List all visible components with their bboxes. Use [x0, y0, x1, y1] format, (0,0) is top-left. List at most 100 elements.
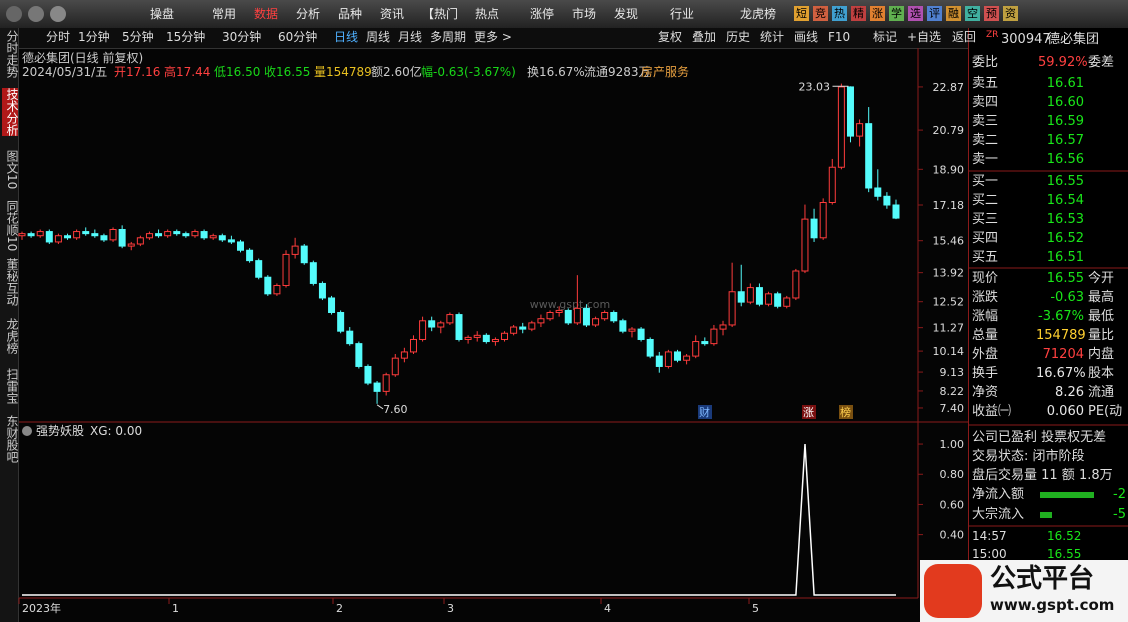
sidebar-tab[interactable]: 图文10: [5, 150, 19, 190]
badge[interactable]: 空: [965, 6, 980, 21]
candle-body: [237, 241, 244, 251]
period-tab[interactable]: 5分钟: [122, 30, 154, 44]
period-tab[interactable]: 1分钟: [78, 30, 110, 44]
candle-body: [36, 231, 44, 237]
candle-body: [446, 314, 454, 324]
badge[interactable]: 融: [946, 6, 961, 21]
candle-body: [273, 285, 281, 295]
x-tick-label: 3: [447, 602, 454, 615]
candle-body: [309, 262, 317, 284]
sidebar-tab[interactable]: 董秘互动: [5, 258, 19, 306]
logo-text: 公式平台: [990, 564, 1095, 594]
menu-item[interactable]: 龙虎榜: [740, 7, 777, 21]
tool-tab[interactable]: +自选: [907, 30, 942, 44]
badge[interactable]: 竞: [813, 6, 828, 21]
label: 卖一: [972, 152, 999, 167]
candle-body: [200, 231, 208, 239]
candle-body: [109, 228, 117, 241]
badge[interactable]: 精: [851, 6, 866, 21]
candle-body: [209, 235, 217, 239]
period-tab[interactable]: 日线: [334, 30, 359, 44]
info-item: 高17.44: [164, 65, 211, 79]
candle-body: [619, 320, 627, 332]
label: 买三: [972, 212, 999, 227]
period-tab[interactable]: 月线: [398, 30, 423, 44]
tool-tab[interactable]: 标记: [873, 30, 898, 44]
menu-item[interactable]: 资讯: [380, 7, 405, 21]
menu-item[interactable]: 品种: [338, 7, 363, 21]
sidebar-tab[interactable]: 东财股吧: [5, 415, 19, 463]
menu-item[interactable]: 热点: [475, 7, 500, 21]
period-tab[interactable]: 更多 >: [474, 30, 512, 44]
menu-item[interactable]: 操盘: [150, 7, 175, 21]
candle-body: [564, 309, 572, 324]
tool-tab[interactable]: 叠加: [692, 30, 717, 44]
label: 外盘: [972, 347, 999, 362]
menu-item[interactable]: 行业: [670, 7, 695, 21]
candle-body: [828, 166, 836, 204]
period-tab[interactable]: 15分钟: [166, 30, 206, 44]
tool-tab[interactable]: 返回: [952, 30, 977, 44]
badge[interactable]: 学: [889, 6, 904, 21]
candle-body: [164, 231, 172, 237]
period-tab[interactable]: 周线: [366, 30, 391, 44]
sidebar-tab[interactable]: 扫雷宝: [5, 368, 19, 404]
value: 16.51: [1046, 250, 1084, 265]
info-item: 流通9283万: [584, 65, 651, 79]
candle-body: [510, 326, 518, 334]
sidebar-tab[interactable]: 同花顺10: [5, 200, 19, 252]
badge[interactable]: 涨: [870, 6, 885, 21]
candle-body: [810, 218, 818, 239]
label: 净流入额: [972, 487, 1025, 502]
label: 内盘: [1088, 347, 1115, 362]
badge[interactable]: 热: [832, 6, 847, 21]
badge[interactable]: 资: [1003, 6, 1018, 21]
badge[interactable]: 预: [984, 6, 999, 21]
period-tab[interactable]: 多周期: [430, 30, 467, 44]
value: 59.92%: [1038, 55, 1088, 70]
y-tick-label: 12.52: [933, 296, 965, 309]
tool-tab[interactable]: 画线: [794, 30, 819, 44]
menu-item[interactable]: 发现: [614, 7, 639, 21]
indicator-title: 强势妖股: [36, 424, 85, 438]
sidebar-tab[interactable]: 分时走势: [5, 30, 19, 78]
label: 卖三: [972, 114, 999, 129]
window-button: [50, 6, 66, 22]
info-item: 开17.16: [114, 65, 161, 79]
menu-item[interactable]: 市场: [572, 7, 597, 21]
candle-body: [783, 297, 791, 307]
tool-tab[interactable]: 复权: [658, 30, 683, 44]
label: 换手: [972, 366, 999, 381]
period-tab[interactable]: 30分钟: [222, 30, 262, 44]
sidebar-tab[interactable]: 技术分析: [2, 88, 19, 136]
label: 股本: [1088, 366, 1115, 381]
tick-time: 15:00: [972, 547, 1007, 561]
period-tab[interactable]: 分时: [46, 30, 71, 44]
candle-body: [218, 235, 226, 241]
menu-item[interactable]: 【热门: [422, 7, 459, 21]
period-tab[interactable]: 60分钟: [278, 30, 318, 44]
tool-tab[interactable]: F10: [828, 30, 851, 44]
value: -3.67%: [1038, 309, 1084, 324]
badge[interactable]: 短: [794, 6, 809, 21]
sidebar-tab[interactable]: 龙虎榜: [5, 318, 19, 354]
logo-icon: [924, 564, 982, 618]
menu-item[interactable]: 数据: [254, 7, 279, 21]
menu-item[interactable]: 常用: [212, 7, 237, 21]
y-tick-label: 0.60: [940, 498, 965, 511]
candle-body: [573, 307, 581, 324]
menu-item[interactable]: 涨停: [530, 7, 555, 21]
tool-tab[interactable]: 历史: [726, 30, 751, 44]
menu-item[interactable]: 分析: [296, 7, 321, 21]
value: 8.26: [1055, 385, 1084, 400]
candle-body: [710, 328, 718, 345]
label: 买一: [972, 174, 999, 189]
info-item: 量154789: [314, 65, 372, 79]
badge[interactable]: 选: [908, 6, 923, 21]
label: 涨幅: [972, 309, 999, 324]
candle-body: [692, 341, 700, 357]
y-tick-label: 15.46: [933, 235, 965, 248]
badge[interactable]: 评: [927, 6, 942, 21]
tool-tab[interactable]: 统计: [760, 30, 785, 44]
